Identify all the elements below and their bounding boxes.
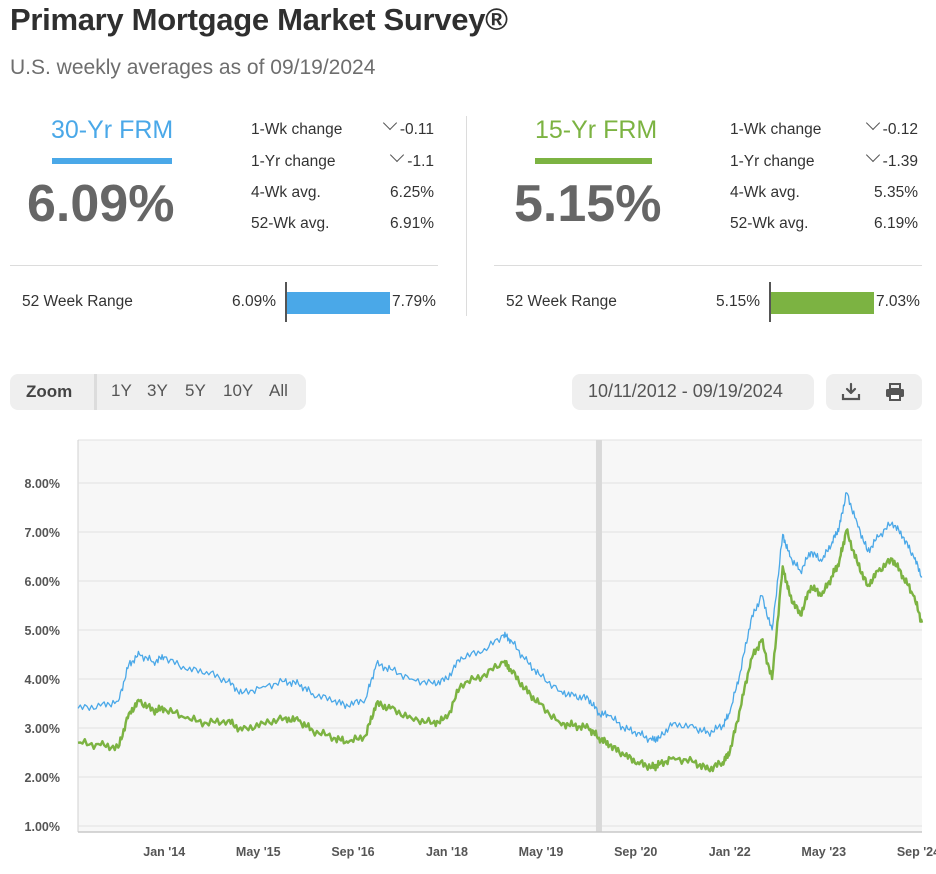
chevron-down-icon [865, 147, 880, 163]
frm15-range-low: 5.15% [716, 293, 760, 310]
stat-value: 6.19% [874, 215, 918, 232]
stat-label: 1-Wk change [251, 121, 343, 138]
x-tick-label: Sep '24 [897, 845, 936, 859]
y-tick-label: 3.00% [25, 722, 60, 736]
chevron-down-icon [390, 147, 405, 163]
date-range-selector[interactable]: 10/11/2012 - 09/19/2024 [572, 374, 814, 410]
x-tick-label: May '15 [236, 845, 281, 859]
stat-value-text: -1.39 [882, 153, 918, 170]
frm15-range-label: 52 Week Range [506, 293, 617, 310]
chart-marker-band [595, 440, 602, 832]
frm30-series-line [77, 492, 923, 743]
stat-value: 5.35% [874, 184, 918, 201]
frm15-range-tick [769, 282, 771, 322]
zoom-controls: Zoom 1Y 3Y 5Y 10Y All [10, 374, 306, 410]
download-icon[interactable] [840, 382, 862, 402]
stat-value: -0.12 [865, 115, 918, 139]
divider [10, 265, 438, 266]
zoom-1y-button[interactable]: 1Y [111, 381, 132, 400]
frm30-name-underline [52, 158, 172, 164]
frm30-range-tick [285, 282, 287, 322]
y-tick-label: 4.00% [25, 673, 60, 687]
panel-divider [466, 116, 467, 316]
zoom-label: Zoom [26, 382, 73, 401]
frm15-name: 15-Yr FRM [535, 116, 658, 144]
zoom-3y-button[interactable]: 3Y [147, 381, 168, 400]
y-tick-label: 1.00% [25, 820, 60, 834]
print-icon[interactable] [884, 382, 906, 402]
x-tick-label: Sep '16 [331, 845, 374, 859]
frm15-name-underline [535, 158, 652, 164]
stat-value: 6.25% [390, 184, 434, 201]
page-title: Primary Mortgage Market Survey® [10, 2, 508, 37]
frm15-panel: 15-Yr FRM 5.15% 1-Wk change -0.12 1-Yr c… [494, 110, 922, 322]
x-tick-label: May '19 [519, 845, 564, 859]
y-tick-label: 5.00% [25, 624, 60, 638]
frm30-panel: 30-Yr FRM 6.09% 1-Wk change -0.11 1-Yr c… [10, 110, 438, 322]
x-tick-label: Jan '14 [143, 845, 185, 859]
stat-label: 52-Wk avg. [251, 215, 330, 232]
stat-label: 52-Wk avg. [730, 215, 809, 232]
x-tick-label: Sep '20 [614, 845, 657, 859]
page-subtitle: U.S. weekly averages as of 09/19/2024 [10, 56, 376, 79]
chart-tools [826, 374, 922, 410]
frm15-series-line [77, 528, 924, 773]
stat-value-text: -0.12 [882, 121, 918, 138]
y-tick-label: 6.00% [25, 575, 60, 589]
stat-value: -0.11 [382, 115, 434, 139]
stat-value: 6.91% [390, 215, 434, 232]
zoom-separator [94, 374, 97, 410]
frm30-rate: 6.09% [27, 175, 175, 233]
zoom-5y-button[interactable]: 5Y [185, 381, 206, 400]
x-tick-label: May '23 [801, 845, 846, 859]
frm15-range-bar [771, 292, 874, 314]
stat-label: 1-Wk change [730, 121, 822, 138]
stat-value: -1.39 [865, 147, 918, 171]
frm30-range-bar [287, 292, 390, 314]
stat-value-text: -1.1 [407, 153, 434, 170]
x-tick-label: Jan '22 [709, 845, 751, 859]
stat-label: 4-Wk avg. [251, 184, 321, 201]
date-range-text: 10/11/2012 - 09/19/2024 [588, 381, 783, 401]
frm30-range-label: 52 Week Range [22, 293, 133, 310]
stat-label: 1-Yr change [251, 153, 336, 170]
chevron-down-icon [865, 115, 880, 131]
stat-label: 1-Yr change [730, 153, 815, 170]
frm30-range-low: 6.09% [232, 293, 276, 310]
x-tick-label: Jan '18 [426, 845, 468, 859]
zoom-10y-button[interactable]: 10Y [223, 381, 254, 400]
stat-value: -1.1 [390, 147, 434, 171]
stat-label: 4-Wk avg. [730, 184, 800, 201]
y-tick-label: 2.00% [25, 771, 60, 785]
y-tick-label: 8.00% [25, 477, 60, 491]
frm30-range-high: 7.79% [392, 293, 436, 310]
stat-value-text: -0.11 [399, 121, 434, 138]
y-tick-label: 7.00% [25, 526, 60, 540]
rate-history-chart: 1.00% 2.00% 3.00% 4.00% 5.00% 6.00% 7.00% 8.00%… [25, 439, 936, 859]
frm30-name: 30-Yr FRM [51, 116, 174, 144]
zoom-all-button[interactable]: All [269, 381, 288, 400]
chevron-down-icon [382, 115, 397, 131]
plot-area [78, 440, 922, 832]
frm15-range-high: 7.03% [876, 293, 920, 310]
frm15-rate: 5.15% [514, 175, 662, 233]
divider [494, 265, 922, 266]
